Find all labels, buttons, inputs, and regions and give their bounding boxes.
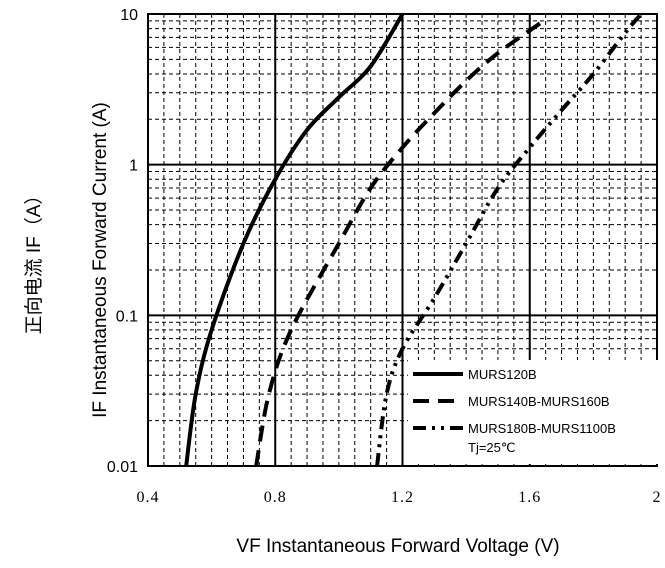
- legend: MURS120B MURS140B-MURS160B MURS180B-MURS11…: [408, 360, 658, 464]
- x-tick-label: 0.4: [137, 489, 160, 506]
- legend-box: [408, 360, 658, 464]
- legend-label: MURS140B-MURS160B: [468, 394, 610, 409]
- x-tick-label: 1.2: [391, 489, 414, 506]
- legend-label: MURS180B-MURS1100B: [468, 421, 616, 436]
- x-tick-label: 2: [653, 489, 662, 506]
- legend-annotation: Tj=25℃: [468, 440, 515, 455]
- x-tick-labels: 0.4 0.8 1.2 1.6 2: [137, 489, 662, 506]
- y-axis-label-cn: 正向电流 IF（A）: [23, 186, 45, 335]
- x-axis-label: VF Instantaneous Forward Voltage (V): [236, 536, 559, 557]
- series-line-murs120b: [184, 12, 405, 467]
- y-tick-label: 0.1: [116, 308, 138, 325]
- y-tick-label: 0.01: [107, 459, 138, 476]
- plot-frame: [147, 13, 658, 467]
- legend-label: MURS120B: [468, 367, 537, 382]
- series-line-murs180b-murs1100b: [375, 12, 643, 467]
- y-axis-label: IF Instantaneous Forward Current (A): [90, 102, 111, 418]
- y-tick-label: 10: [120, 7, 138, 24]
- series-layer: [184, 12, 643, 467]
- y-tick-labels: 0.01 0.1 1 10: [107, 7, 138, 476]
- x-tick-label: 0.8: [264, 489, 287, 506]
- major-grid: [148, 14, 657, 466]
- y-tick-label: 1: [129, 158, 138, 175]
- series-line-murs140b-murs160b: [254, 17, 547, 467]
- x-tick-label: 1.6: [518, 489, 541, 506]
